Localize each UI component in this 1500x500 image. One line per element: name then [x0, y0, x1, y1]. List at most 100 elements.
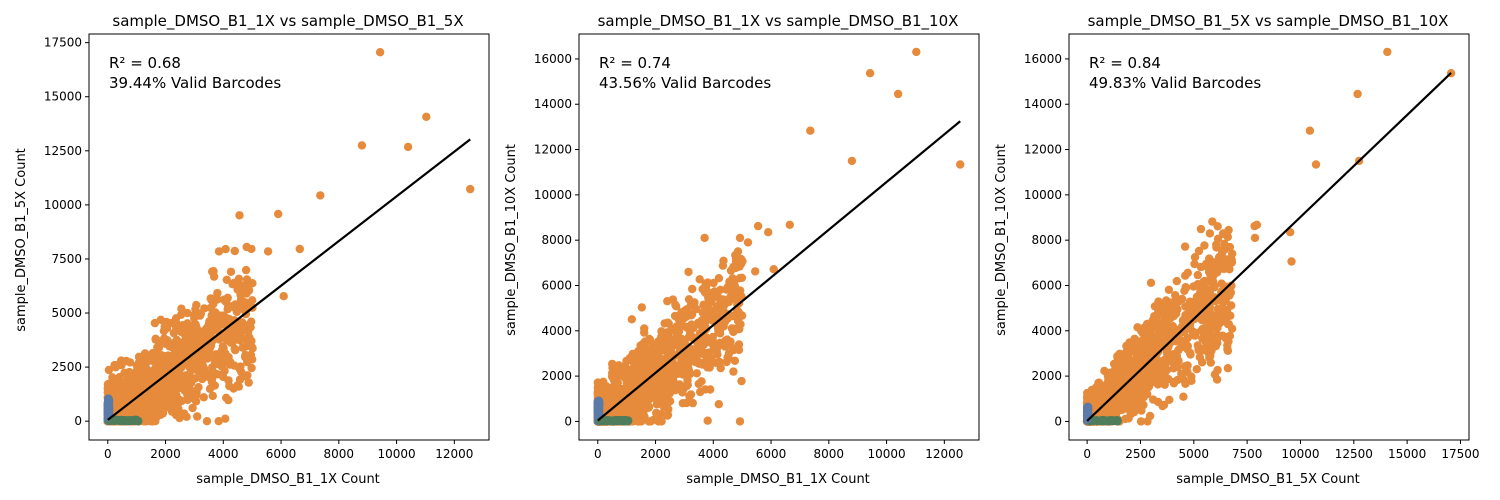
- valid-point: [613, 378, 622, 387]
- valid-point: [723, 296, 733, 305]
- valid-point: [626, 368, 635, 378]
- outlier-point: [316, 191, 325, 200]
- valid-point: [137, 363, 146, 372]
- valid-point: [1093, 393, 1103, 403]
- valid-point: [1194, 246, 1204, 256]
- valid-point: [648, 351, 658, 361]
- valid-point: [1153, 335, 1162, 344]
- valid-point: [190, 311, 199, 320]
- valid-point: [660, 319, 669, 328]
- valid-point: [1189, 298, 1199, 308]
- valid-point: [208, 391, 217, 401]
- x-tick-label: 0: [1083, 447, 1091, 461]
- y-tick-label: 7500: [51, 252, 82, 266]
- valid-point: [1152, 341, 1162, 351]
- valid-point: [192, 300, 201, 310]
- valid-point: [1193, 270, 1203, 280]
- valid-point: [1218, 304, 1228, 313]
- x-tick-label: 5000: [1179, 447, 1210, 461]
- panel-2-xlabel: sample_DMSO_B1_1X Count: [686, 472, 870, 487]
- valid-point: [114, 378, 123, 387]
- outlier-point: [422, 112, 431, 122]
- valid-point: [157, 380, 167, 389]
- valid-point: [1188, 327, 1197, 336]
- valid-point: [230, 344, 239, 353]
- y-tick-label: 14000: [534, 97, 572, 111]
- valid-point: [155, 408, 164, 417]
- valid-point: [714, 400, 723, 409]
- plot-frame: [1068, 33, 1470, 441]
- outlier-point: [1212, 240, 1221, 249]
- invalid-point: [126, 416, 136, 425]
- valid-point: [221, 244, 230, 254]
- outlier-point: [1305, 126, 1315, 135]
- valid-point: [1122, 341, 1131, 351]
- panel-1-valid-annotation: 39.44% Valid Barcodes: [109, 74, 281, 92]
- valid-point: [645, 334, 654, 344]
- valid-point: [1190, 253, 1200, 262]
- valid-point: [1205, 229, 1215, 238]
- x-tick-label: 12000: [435, 447, 473, 461]
- valid-point: [684, 267, 693, 277]
- valid-point: [1133, 323, 1142, 332]
- valid-point: [683, 380, 692, 389]
- valid-point: [1192, 365, 1202, 374]
- panel-1-plot: 0 2000 4000 6000 8000 10000 120000250050007500…: [44, 33, 490, 461]
- valid-point: [635, 400, 644, 410]
- valid-point: [108, 373, 117, 382]
- valid-point: [184, 345, 194, 355]
- valid-point: [177, 304, 186, 313]
- valid-point: [1121, 367, 1130, 376]
- fit-line: [597, 120, 961, 422]
- outlier-point: [743, 238, 753, 247]
- valid-point: [243, 277, 252, 286]
- valid-point: [233, 381, 242, 390]
- valid-point: [188, 374, 197, 383]
- valid-point: [200, 332, 209, 342]
- y-tick-label: 10000: [44, 198, 82, 212]
- valid-point: [183, 319, 192, 328]
- x-tick-label: 0: [594, 447, 602, 461]
- valid-point: [163, 336, 172, 345]
- y-tick-label: 12500: [44, 144, 82, 158]
- invalid-point: [104, 395, 114, 404]
- valid-point: [110, 360, 119, 370]
- plot-frame: [88, 33, 490, 441]
- valid-point: [692, 304, 701, 314]
- valid-point: [1109, 371, 1118, 380]
- x-tick-label: 4000: [208, 447, 239, 461]
- valid-point: [1210, 370, 1220, 379]
- valid-point: [701, 385, 710, 394]
- x-tick-label: 2000: [640, 447, 671, 461]
- y-tick-label: 0: [1054, 414, 1062, 428]
- valid-point: [205, 345, 214, 354]
- valid-point: [238, 343, 247, 352]
- valid-point: [1134, 376, 1143, 385]
- valid-point: [119, 395, 128, 404]
- valid-point: [1201, 336, 1210, 346]
- valid-point: [1196, 224, 1206, 234]
- valid-point: [730, 278, 739, 287]
- valid-point: [735, 417, 745, 426]
- valid-point: [176, 310, 186, 319]
- valid-point: [652, 408, 661, 418]
- valid-point: [1120, 397, 1130, 406]
- valid-point: [1226, 311, 1235, 320]
- valid-point: [1128, 399, 1137, 409]
- valid-point: [628, 376, 637, 386]
- panel-2-plot: 0 2000 4000 6000 8000 10000 120000200040006000…: [534, 33, 980, 461]
- valid-point: [1145, 411, 1155, 421]
- x-tick-label: 6000: [266, 447, 297, 461]
- valid-point: [1150, 373, 1159, 383]
- outlier-point: [1206, 265, 1215, 274]
- invalid-point: [1104, 416, 1114, 425]
- valid-point: [1179, 338, 1189, 347]
- valid-point: [1182, 363, 1191, 373]
- invalid-point: [104, 401, 114, 411]
- valid-point: [724, 353, 733, 363]
- valid-point: [1199, 290, 1208, 299]
- valid-point: [159, 326, 169, 336]
- valid-point: [104, 365, 114, 375]
- valid-point: [688, 284, 697, 294]
- x-tick-label: 6000: [756, 447, 787, 461]
